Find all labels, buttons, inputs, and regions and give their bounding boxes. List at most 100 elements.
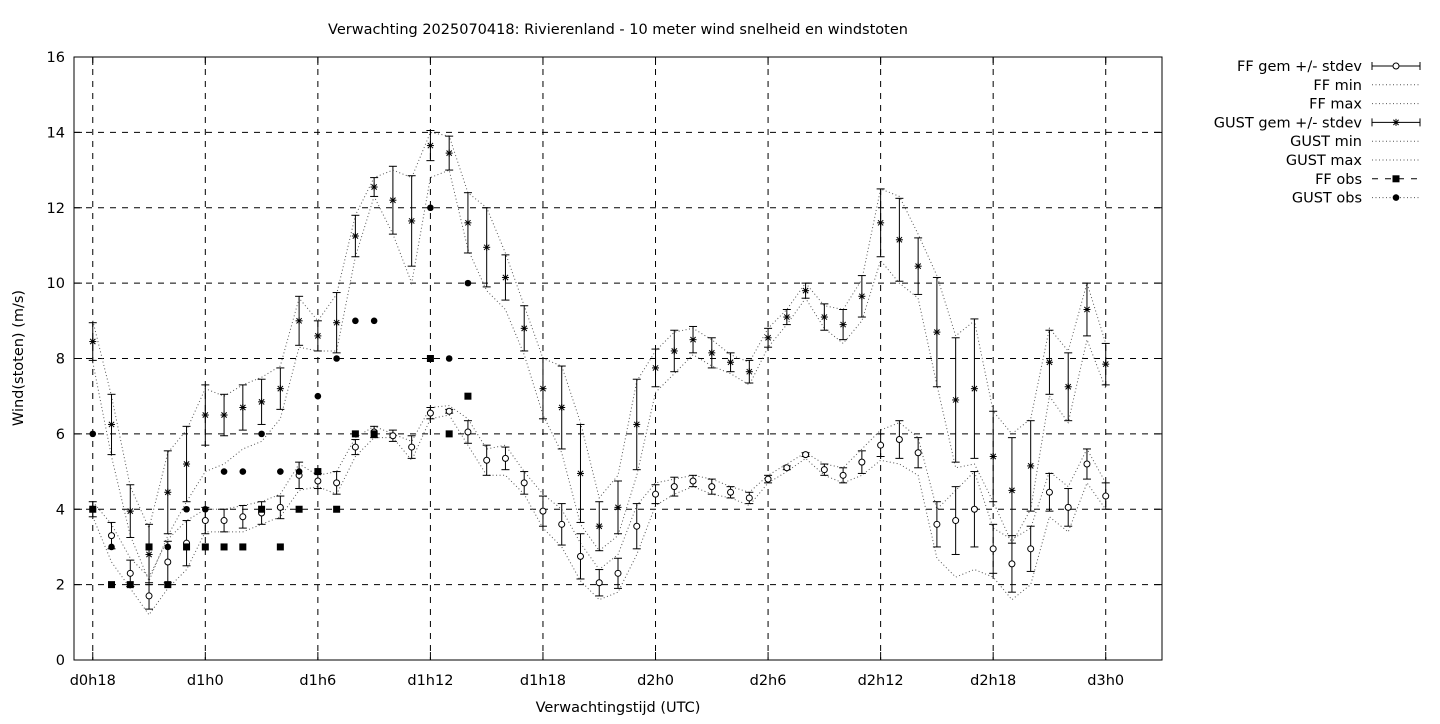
data-point	[239, 468, 247, 475]
star-stroke	[577, 470, 584, 477]
data-point	[576, 552, 584, 560]
star-stroke	[483, 244, 490, 251]
x-tick-label: d3h0	[1087, 673, 1124, 689]
star-stroke	[671, 347, 678, 354]
data-point	[126, 569, 134, 577]
data-point	[877, 441, 885, 449]
data-point	[539, 507, 547, 515]
star-stroke	[108, 421, 115, 428]
star-stroke	[502, 274, 509, 281]
data-point	[539, 385, 547, 393]
data-point	[764, 475, 772, 483]
data-point	[352, 317, 359, 325]
data-point	[970, 385, 978, 393]
data-point	[464, 219, 472, 227]
data-point	[1064, 383, 1072, 391]
data-point	[445, 355, 453, 362]
y-tick-label: 4	[56, 502, 65, 518]
data-point	[501, 454, 509, 462]
data-point	[877, 219, 885, 227]
data-point	[464, 428, 472, 436]
data-point	[895, 236, 903, 244]
data-point	[426, 142, 434, 150]
data-point	[145, 550, 153, 558]
star-stroke	[915, 263, 922, 270]
star-stroke	[239, 404, 246, 411]
star-stroke	[558, 404, 565, 411]
data-point	[408, 443, 416, 451]
star-stroke	[783, 314, 790, 321]
star-stroke	[652, 364, 659, 371]
data-point	[89, 505, 97, 513]
data-point	[220, 411, 228, 419]
legend-label: GUST max	[1286, 153, 1363, 169]
series-marks	[88, 129, 1110, 610]
star-stroke	[539, 385, 546, 392]
star-stroke	[202, 412, 209, 419]
data-point	[952, 517, 960, 525]
data-point	[670, 483, 678, 491]
data-point	[595, 522, 603, 530]
data-point	[614, 503, 622, 511]
legend-marker	[1392, 118, 1400, 126]
star-stroke	[1027, 462, 1034, 469]
data-point	[333, 355, 340, 362]
data-point	[258, 398, 266, 406]
data-point	[858, 292, 866, 300]
data-point	[183, 543, 191, 551]
data-point	[164, 581, 172, 589]
data-point	[802, 451, 810, 459]
data-point	[164, 488, 172, 496]
data-point	[520, 324, 528, 332]
data-point	[201, 411, 209, 419]
data-point	[989, 452, 997, 460]
data-point	[333, 505, 341, 513]
data-point	[1027, 462, 1035, 470]
data-point	[89, 338, 97, 346]
chart-axes: 0 2 4 6 8 10 12 14 16 d0h18 d1h0 d1h6 d1h12 d1h18 d2h0…	[47, 50, 1162, 689]
data-point	[914, 262, 922, 270]
data-point	[727, 488, 735, 496]
data-point	[895, 436, 903, 444]
data-point	[689, 336, 697, 344]
data-point	[426, 355, 434, 362]
star-stroke	[521, 325, 528, 332]
star-stroke	[352, 233, 359, 239]
star-stroke	[877, 219, 884, 226]
star-stroke	[1393, 119, 1399, 126]
data-point	[1064, 503, 1072, 511]
data-point	[351, 232, 359, 240]
x-tick-label: d1h0	[187, 673, 224, 689]
data-point	[464, 279, 472, 287]
x-tick-label: d2h0	[637, 673, 674, 689]
x-tick-label: d2h12	[858, 673, 904, 689]
legend-label: GUST gem +/- stdev	[1214, 115, 1363, 131]
data-point	[708, 483, 716, 491]
legend-label: GUST min	[1290, 134, 1362, 150]
legend-label: GUST obs	[1292, 191, 1362, 207]
data-point	[276, 543, 284, 551]
star-stroke	[746, 368, 753, 375]
star-stroke	[858, 293, 865, 300]
data-point	[1008, 486, 1016, 494]
data-point	[783, 313, 791, 321]
x-axis-label: Verwachtingstijd (UTC)	[536, 700, 701, 716]
star-stroke	[971, 385, 978, 392]
x-tick-label: d1h18	[520, 673, 566, 689]
data-point	[1045, 358, 1053, 366]
data-point	[1008, 560, 1016, 568]
data-point	[858, 458, 866, 466]
legend-marker	[1392, 194, 1400, 201]
star-stroke	[615, 504, 621, 511]
star-stroke	[258, 398, 265, 405]
x-tick-label: d2h18	[970, 673, 1016, 689]
data-point	[483, 243, 491, 251]
data-point	[1045, 488, 1053, 496]
y-tick-label: 8	[56, 352, 65, 368]
star-stroke	[1102, 361, 1109, 368]
star-stroke	[127, 508, 134, 515]
data-point	[745, 494, 753, 502]
data-point	[839, 471, 847, 479]
legend-marker	[1392, 62, 1400, 70]
